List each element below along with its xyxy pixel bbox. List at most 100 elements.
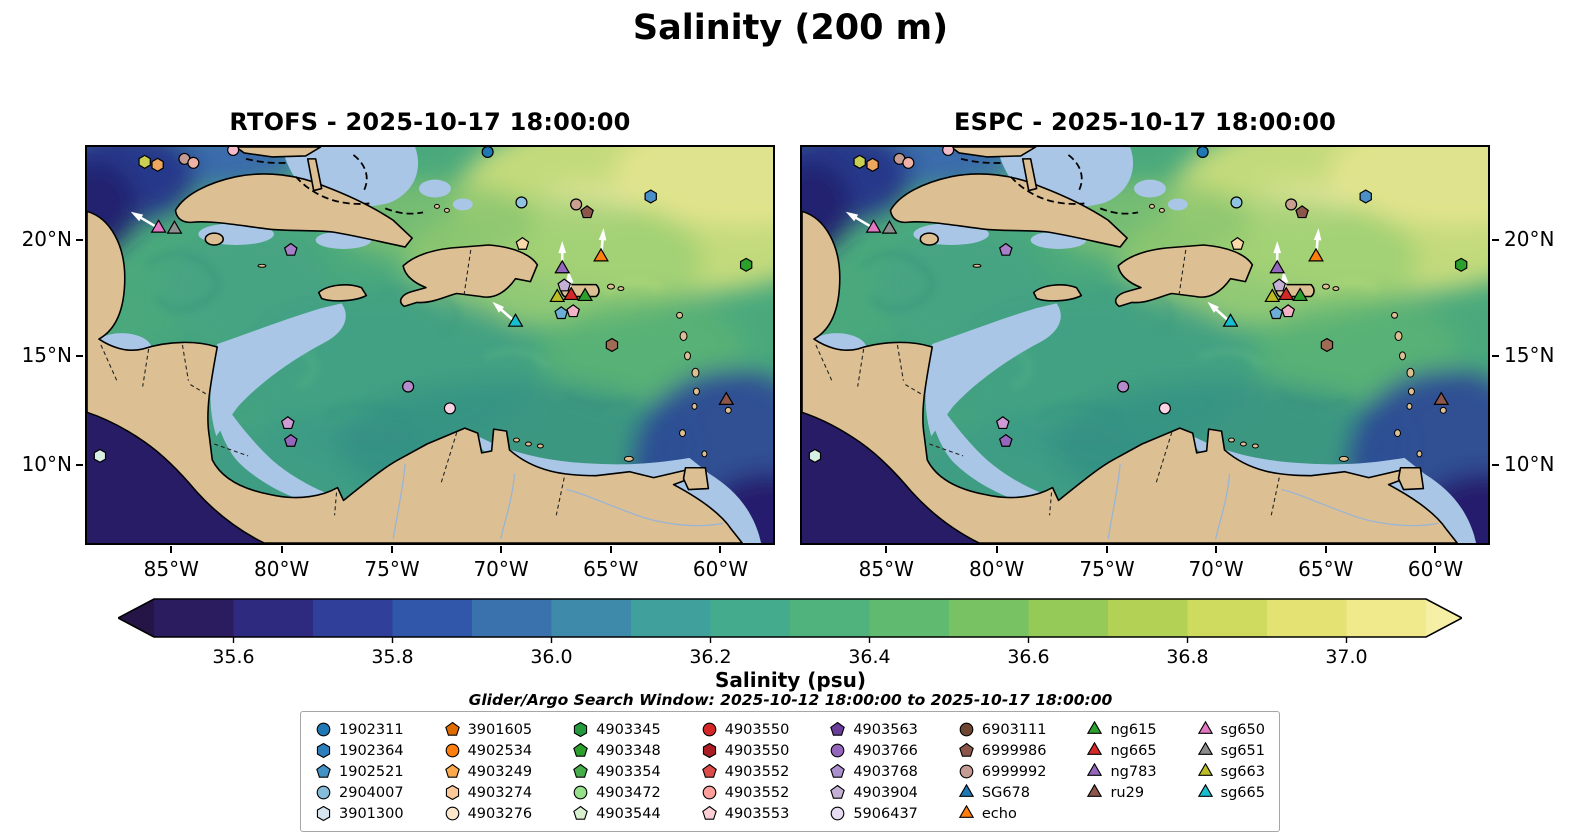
triangle-marker-icon bbox=[1086, 721, 1103, 738]
legend-entry-6903111: 6903111 bbox=[958, 719, 1047, 740]
map-marker bbox=[995, 416, 1010, 430]
triangle-marker-icon bbox=[1086, 784, 1103, 801]
legend-entry-sg663: sg663 bbox=[1197, 761, 1265, 782]
map-marker bbox=[1295, 205, 1309, 219]
legend-entry-4903766: 4903766 bbox=[829, 740, 918, 761]
map-marker bbox=[1281, 304, 1296, 318]
map-marker bbox=[1285, 198, 1298, 211]
map-marker bbox=[1292, 287, 1309, 302]
map-marker bbox=[1158, 402, 1171, 415]
triangle-marker-icon bbox=[958, 805, 975, 822]
pentagon-marker-icon bbox=[829, 721, 846, 738]
y-tick-label: 15°N bbox=[21, 343, 72, 368]
x-tick-label: 60°W bbox=[1407, 557, 1464, 581]
legend-entry-3901605: 3901605 bbox=[444, 719, 532, 740]
circle-marker-icon bbox=[444, 805, 461, 822]
legend-entry-label: 6999986 bbox=[981, 742, 1047, 759]
map-marker bbox=[166, 220, 183, 234]
legend-entry-label: 4903552 bbox=[724, 763, 790, 780]
x-tick-mark bbox=[1215, 546, 1218, 553]
pentagon-marker-icon bbox=[444, 763, 461, 780]
x-tick-label: 65°W bbox=[583, 557, 639, 581]
legend-entry-ng783: ng783 bbox=[1086, 761, 1157, 782]
legend-entry-4903550: 4903550 bbox=[701, 719, 789, 740]
y-tick-label: 15°N bbox=[1504, 343, 1555, 368]
colorbar-tick-label: 35.6 bbox=[212, 646, 255, 668]
pentagon-marker-icon bbox=[829, 763, 846, 780]
legend-entry-label: 1902364 bbox=[339, 742, 404, 759]
espc-map-background bbox=[802, 147, 1488, 543]
map-marker bbox=[1222, 313, 1239, 327]
legend-entry-4903276: 4903276 bbox=[444, 803, 532, 824]
legend-entry-4903472: 4903472 bbox=[572, 782, 661, 803]
legend-entry-label: sg650 bbox=[1220, 721, 1265, 738]
map-marker bbox=[1454, 257, 1468, 272]
y-tick-label: 20°N bbox=[1504, 227, 1555, 252]
legend-box: 1902311 1902364 1902521 2904007 3901300 39016… bbox=[300, 711, 1280, 832]
map-marker bbox=[853, 154, 866, 169]
panel-title-espc: ESPC - 2025-10-17 18:00:00 bbox=[953, 108, 1337, 136]
legend-entry-label: 4903904 bbox=[853, 784, 918, 801]
map-marker bbox=[138, 154, 151, 169]
map-marker bbox=[283, 433, 298, 447]
rtofs-marker-layer bbox=[87, 147, 773, 543]
hexagon-marker-icon bbox=[701, 742, 718, 759]
map-marker bbox=[1264, 288, 1281, 303]
circle-marker-icon bbox=[829, 742, 846, 759]
legend-entry-label: 4903274 bbox=[467, 784, 533, 801]
x-tick-mark bbox=[170, 546, 173, 553]
y-tick-label: 20°N bbox=[21, 227, 72, 252]
legend-entry-label: 6903111 bbox=[981, 721, 1047, 738]
x-tick-mark bbox=[280, 546, 283, 553]
x-tick-mark bbox=[1324, 546, 1327, 553]
map-marker bbox=[227, 147, 240, 157]
legend-entry-sg651: sg651 bbox=[1197, 740, 1265, 761]
legend-entry-label: 4903552 bbox=[724, 784, 790, 801]
x-tick-label: 75°W bbox=[364, 557, 420, 581]
legend-column: 1902311 1902364 1902521 2904007 3901300 bbox=[315, 719, 404, 824]
x-tick-mark bbox=[995, 546, 998, 553]
legend-entry-4903345: 4903345 bbox=[572, 719, 661, 740]
map-marker bbox=[554, 259, 571, 274]
hexagon-marker-icon bbox=[444, 784, 461, 801]
legend-entry-label: sg651 bbox=[1220, 742, 1265, 759]
map-marker bbox=[998, 433, 1013, 447]
x-tick-mark bbox=[719, 546, 722, 553]
x-tick-label: 85°W bbox=[143, 557, 199, 581]
circle-marker-icon bbox=[444, 742, 461, 759]
espc-marker-layer bbox=[802, 147, 1488, 543]
legend-entry-ru29: ru29 bbox=[1086, 782, 1156, 803]
circle-marker-icon bbox=[701, 784, 718, 801]
legend-entry-label: SG678 bbox=[981, 784, 1031, 801]
legend-entry-4903563: 4903563 bbox=[829, 719, 918, 740]
map-marker bbox=[151, 157, 164, 172]
legend-entry-label: 5906437 bbox=[853, 805, 918, 822]
circle-marker-icon bbox=[958, 721, 975, 738]
colorbar-tick-label: 36.0 bbox=[530, 646, 573, 668]
legend-entry-sg650: sg650 bbox=[1197, 719, 1265, 740]
map-marker bbox=[577, 287, 594, 302]
map-marker bbox=[1196, 147, 1209, 158]
map-marker bbox=[1269, 259, 1286, 274]
legend-entry-label: 4903544 bbox=[596, 805, 661, 822]
legend-entry-label: 4903563 bbox=[853, 721, 918, 738]
map-marker bbox=[866, 157, 879, 172]
map-marker bbox=[554, 306, 569, 320]
legend-column: ng615 ng665 ng783 ru29 bbox=[1086, 719, 1157, 803]
circle-marker-icon bbox=[958, 763, 975, 780]
legend-entry-1902364: 1902364 bbox=[315, 740, 404, 761]
y-tick-mark bbox=[1492, 464, 1499, 466]
legend-entry-4903550: 4903550 bbox=[701, 740, 789, 761]
colorbar-tick-label: 37.0 bbox=[1325, 646, 1368, 668]
map-marker bbox=[507, 313, 524, 327]
triangle-marker-icon bbox=[1086, 763, 1103, 780]
triangle-marker-icon bbox=[1197, 742, 1214, 759]
map-marker bbox=[1320, 337, 1334, 353]
map-marker bbox=[557, 278, 572, 292]
legend-entry-label: echo bbox=[981, 805, 1017, 822]
map-marker bbox=[280, 416, 295, 430]
x-tick-mark bbox=[391, 546, 394, 553]
legend-entry-ng665: ng665 bbox=[1086, 740, 1157, 761]
legend-entry-label: 4903768 bbox=[853, 763, 918, 780]
x-tick-label: 65°W bbox=[1298, 557, 1354, 581]
